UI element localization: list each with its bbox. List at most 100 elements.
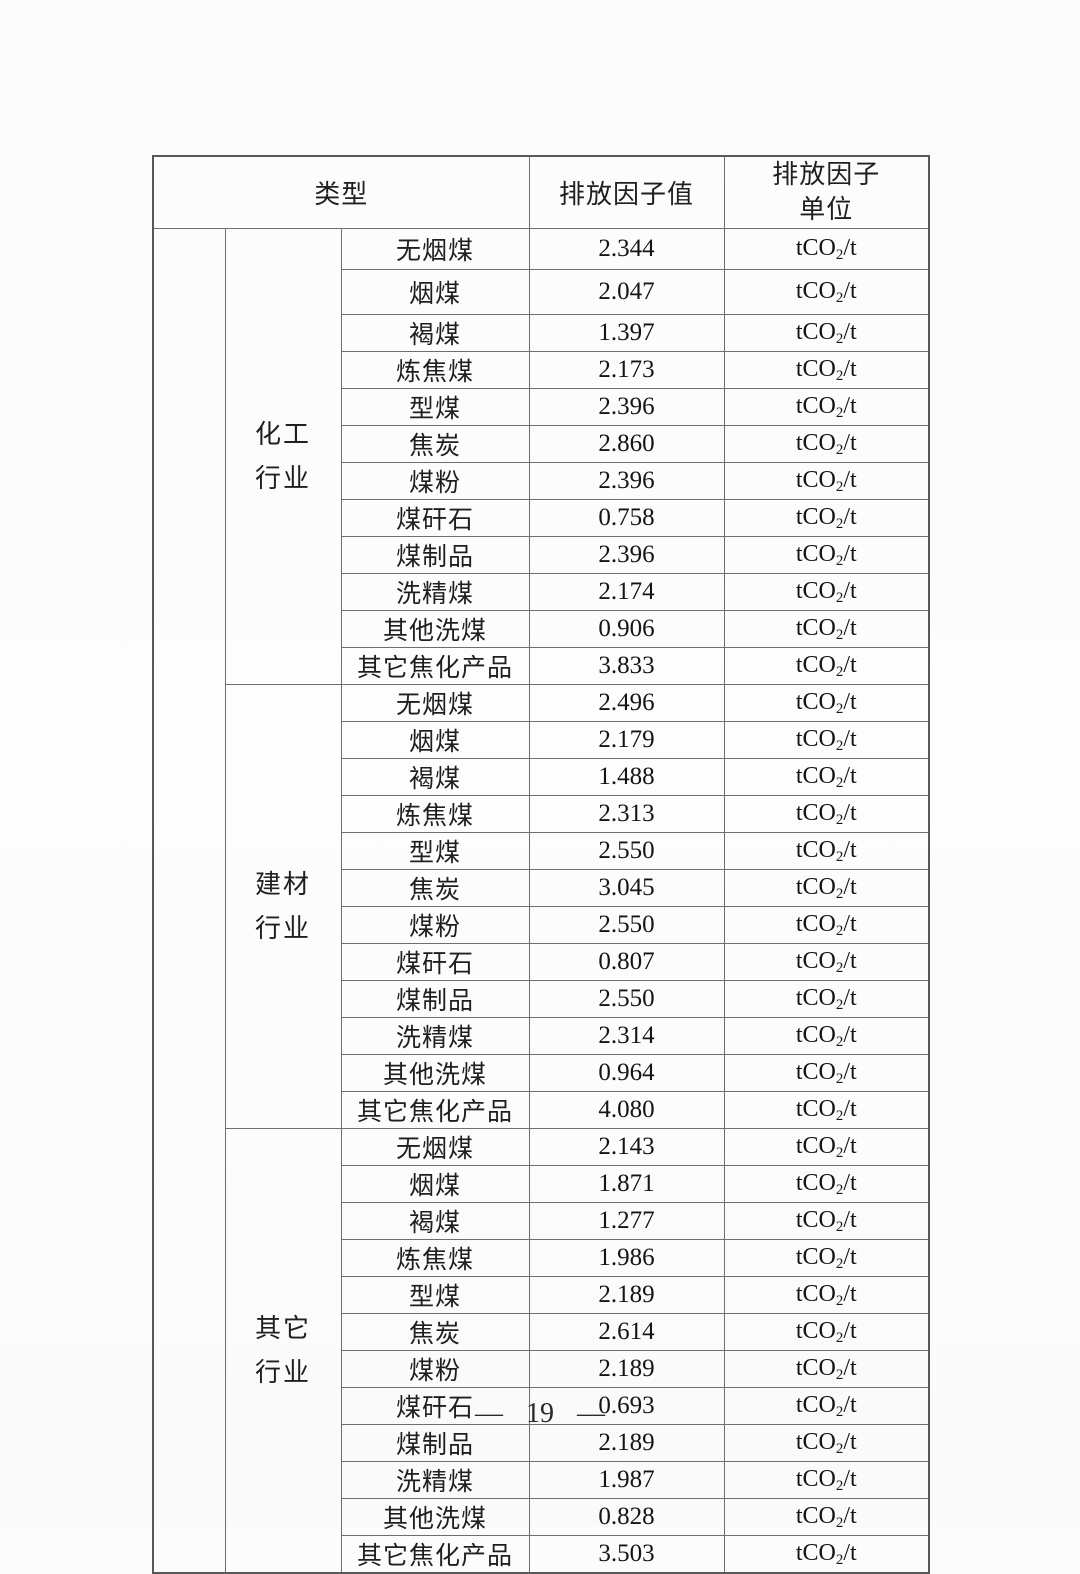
fuel-type-cell: 烟煤 bbox=[340, 268, 530, 315]
emission-factor-unit-cell: tCO2/t bbox=[723, 535, 930, 574]
table-row: 烟煤 2.179 tCO2/t bbox=[153, 720, 930, 759]
emission-factor-value-cell: 2.189 bbox=[528, 1275, 725, 1314]
table-row: 炼焦煤 2.313 tCO2/t bbox=[153, 794, 930, 833]
emission-factor-unit-cell: tCO2/t bbox=[723, 905, 930, 944]
emission-factor-value-cell: 2.550 bbox=[528, 905, 725, 944]
table-body: 化工 行业 无烟煤 2.344 tCO2/t 烟煤 2.047 tCO2/t 褐煤 1.397 tC… bbox=[152, 227, 930, 1573]
industry-cell: 其它 行业 bbox=[224, 1127, 342, 1573]
fuel-type-cell: 煤矸石 bbox=[340, 942, 530, 981]
emission-factor-unit-cell: tCO2/t bbox=[723, 1238, 930, 1277]
column-header-type: 类型 bbox=[152, 155, 530, 229]
fuel-type-cell: 烟煤 bbox=[340, 1164, 530, 1203]
fuel-type-cell: 煤矸石 bbox=[340, 498, 530, 537]
industry-label-line: 化工 bbox=[254, 419, 311, 449]
table-row: 褐煤 1.397 tCO2/t bbox=[153, 313, 930, 352]
emission-factor-unit-cell: tCO2/t bbox=[723, 1164, 930, 1203]
fuel-type-cell: 其它焦化产品 bbox=[340, 646, 530, 685]
column-header-value: 排放因子值 bbox=[528, 155, 725, 229]
emission-factor-unit-cell: tCO2/t bbox=[723, 1386, 930, 1425]
fuel-type-cell: 炼焦煤 bbox=[340, 350, 530, 389]
emission-factor-value-cell: 2.614 bbox=[528, 1312, 725, 1351]
emission-factor-value-cell: 2.344 bbox=[528, 227, 725, 270]
table-row: 煤制品 2.550 tCO2/t bbox=[153, 979, 930, 1018]
fuel-type-cell: 其他洗煤 bbox=[340, 1497, 530, 1536]
emission-factor-unit-cell: tCO2/t bbox=[723, 720, 930, 759]
emission-factor-value-cell: 2.313 bbox=[528, 794, 725, 833]
table-row: 煤制品 2.189 tCO2/t bbox=[153, 1423, 930, 1462]
emission-factor-value-cell: 1.987 bbox=[528, 1460, 725, 1499]
emission-factor-value-cell: 1.397 bbox=[528, 313, 725, 352]
fuel-type-cell: 无烟煤 bbox=[340, 683, 530, 722]
table-row: 煤矸石 0.758 tCO2/t bbox=[153, 498, 930, 537]
emission-factor-unit-cell: tCO2/t bbox=[723, 1534, 930, 1573]
table-row: 型煤 2.550 tCO2/t bbox=[153, 831, 930, 870]
emission-factor-value-cell: 2.496 bbox=[528, 683, 725, 722]
column-header-unit: 排放因子 单位 bbox=[723, 155, 930, 229]
table-row: 建材 行业 无烟煤 2.496 tCO2/t bbox=[153, 683, 930, 1129]
emission-factor-value-cell: 2.396 bbox=[528, 387, 725, 426]
fuel-type-cell: 煤制品 bbox=[340, 1423, 530, 1462]
emission-factor-value-cell: 1.871 bbox=[528, 1164, 725, 1203]
table-row: 焦炭 2.860 tCO2/t bbox=[153, 424, 930, 463]
table-row: 其它焦化产品 4.080 tCO2/t bbox=[153, 1090, 930, 1129]
emission-factor-value-cell: 4.080 bbox=[528, 1090, 725, 1129]
emission-factor-unit-cell: tCO2/t bbox=[723, 683, 930, 722]
table-row: 其它 行业 无烟煤 2.143 tCO2/t bbox=[153, 1127, 930, 1573]
table-row: 其它焦化产品 3.833 tCO2/t bbox=[153, 646, 930, 685]
fuel-type-cell: 无烟煤 bbox=[340, 227, 530, 270]
emission-factor-value-cell: 2.550 bbox=[528, 831, 725, 870]
table-row: 洗精煤 2.314 tCO2/t bbox=[153, 1016, 930, 1055]
emission-factor-unit-cell: tCO2/t bbox=[723, 757, 930, 796]
emission-factor-value-cell: 2.174 bbox=[528, 572, 725, 611]
header-row: 类型 排放因子值 排放因子 单位 bbox=[152, 155, 930, 229]
industry-label-line: 行业 bbox=[254, 913, 311, 943]
emission-factor-unit-cell: tCO2/t bbox=[723, 498, 930, 537]
emission-factor-unit-cell: tCO2/t bbox=[723, 268, 930, 315]
table-header: 类型 排放因子值 排放因子 单位 bbox=[152, 155, 930, 229]
spacer-cell bbox=[152, 227, 226, 1573]
column-header-unit-line2: 单位 bbox=[799, 194, 854, 225]
emission-factor-unit-cell: tCO2/t bbox=[723, 942, 930, 981]
emission-factor-value-cell: 2.396 bbox=[528, 461, 725, 500]
emission-factor-value-cell: 0.828 bbox=[528, 1497, 725, 1536]
emission-factor-unit-cell: tCO2/t bbox=[723, 1090, 930, 1129]
fuel-type-cell: 炼焦煤 bbox=[340, 794, 530, 833]
industry-label-line: 行业 bbox=[254, 463, 311, 493]
emission-factor-unit-cell: tCO2/t bbox=[723, 794, 930, 833]
fuel-type-cell: 其他洗煤 bbox=[340, 609, 530, 648]
emission-factor-value-cell: 0.807 bbox=[528, 942, 725, 981]
table-row: 煤粉 2.396 tCO2/t bbox=[153, 461, 930, 500]
fuel-type-cell: 褐煤 bbox=[340, 757, 530, 796]
table-row: 煤矸石 0.807 tCO2/t bbox=[153, 942, 930, 981]
emission-factor-value-cell: 2.189 bbox=[528, 1349, 725, 1388]
emission-factor-unit-cell: tCO2/t bbox=[723, 1016, 930, 1055]
fuel-type-cell: 型煤 bbox=[340, 1275, 530, 1314]
emission-factor-value-cell: 0.693 bbox=[528, 1386, 725, 1425]
table-row: 炼焦煤 1.986 tCO2/t bbox=[153, 1238, 930, 1277]
emission-factor-unit-cell: tCO2/t bbox=[723, 1127, 930, 1166]
fuel-type-cell: 煤制品 bbox=[340, 535, 530, 574]
emission-factor-unit-cell: tCO2/t bbox=[723, 979, 930, 1018]
emission-factor-value-cell: 1.986 bbox=[528, 1238, 725, 1277]
fuel-type-cell: 炼焦煤 bbox=[340, 1238, 530, 1277]
fuel-type-cell: 洗精煤 bbox=[340, 1016, 530, 1055]
fuel-type-cell: 无烟煤 bbox=[340, 1127, 530, 1166]
emission-factor-value-cell: 2.314 bbox=[528, 1016, 725, 1055]
emission-factor-unit-cell: tCO2/t bbox=[723, 1423, 930, 1462]
emission-factor-value-cell: 2.179 bbox=[528, 720, 725, 759]
emission-factor-value-cell: 2.173 bbox=[528, 350, 725, 389]
table-row: 炼焦煤 2.173 tCO2/t bbox=[153, 350, 930, 389]
emission-factor-unit-cell: tCO2/t bbox=[723, 1053, 930, 1092]
fuel-type-cell: 褐煤 bbox=[340, 313, 530, 352]
table-row: 褐煤 1.277 tCO2/t bbox=[153, 1201, 930, 1240]
fuel-type-cell: 洗精煤 bbox=[340, 572, 530, 611]
emission-factor-unit-cell: tCO2/t bbox=[723, 1460, 930, 1499]
emission-factor-unit-cell: tCO2/t bbox=[723, 609, 930, 648]
table-row: 煤粉 2.550 tCO2/t bbox=[153, 905, 930, 944]
fuel-type-cell: 型煤 bbox=[340, 831, 530, 870]
fuel-type-cell: 褐煤 bbox=[340, 1201, 530, 1240]
emission-factor-unit-cell: tCO2/t bbox=[723, 1349, 930, 1388]
fuel-type-cell: 煤粉 bbox=[340, 1349, 530, 1388]
emission-factor-value-cell: 3.833 bbox=[528, 646, 725, 685]
table-row: 化工 行业 无烟煤 2.344 tCO2/t bbox=[152, 227, 930, 1573]
